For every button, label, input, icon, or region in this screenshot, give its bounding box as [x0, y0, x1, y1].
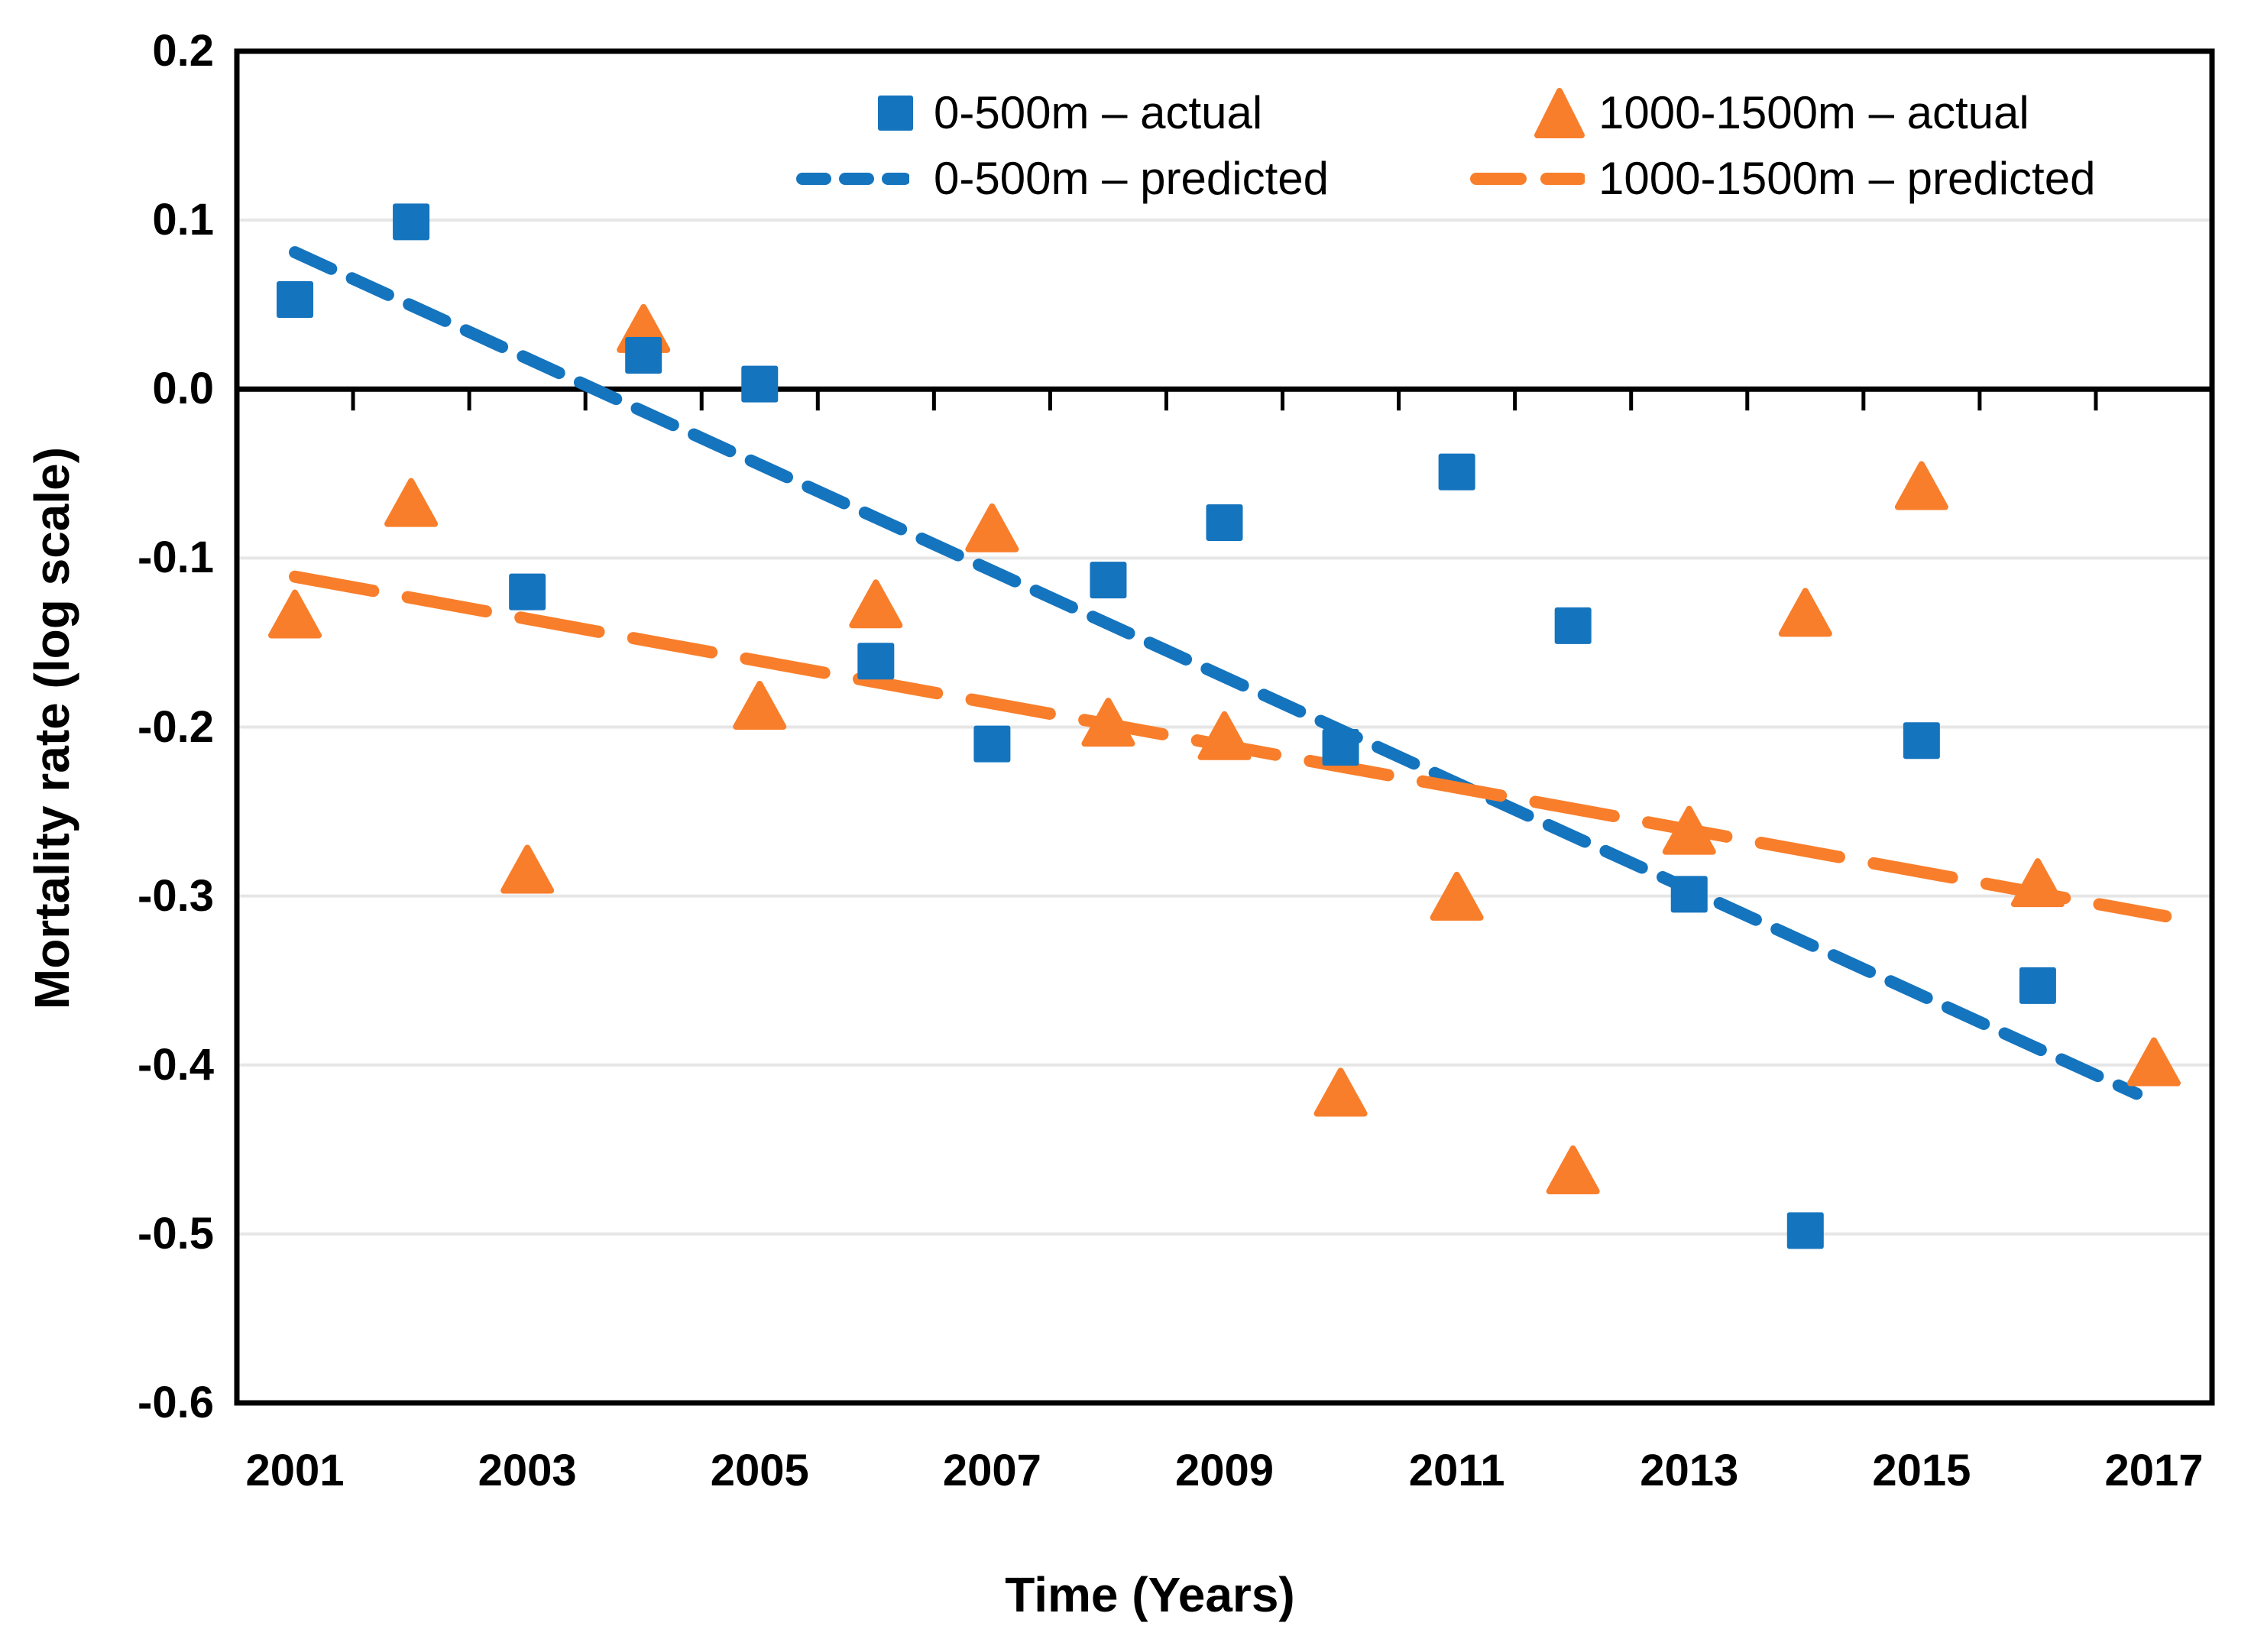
- plot-border: [234, 48, 2215, 1406]
- data-point-triangle: [965, 503, 1019, 552]
- x-tick-label: 2017: [2104, 1446, 2204, 1495]
- data-point-triangle: [849, 579, 903, 629]
- data-point-triangle: [1197, 711, 1252, 760]
- data-point-square: [1554, 607, 1592, 644]
- legend-label: 1000-1500m – actual: [1598, 87, 2029, 138]
- x-tick-label: 2005: [710, 1446, 809, 1495]
- x-tick-label: 2013: [1640, 1446, 1739, 1495]
- data-point-triangle: [1430, 871, 1484, 921]
- data-point-square: [973, 725, 1011, 763]
- data-point-triangle: [1313, 1067, 1368, 1117]
- data-point-square: [277, 281, 314, 319]
- y-tick-label: -0.6: [138, 1378, 214, 1427]
- data-point-square: [857, 643, 895, 680]
- square-marker-icon: [878, 96, 913, 131]
- y-tick-label: 0.1: [152, 195, 214, 245]
- data-point-triangle: [2126, 1037, 2181, 1087]
- data-point-triangle: [733, 680, 787, 730]
- data-point-triangle: [2010, 858, 2065, 908]
- data-point-square: [1090, 562, 1127, 599]
- data-point-square: [741, 365, 779, 403]
- data-point-square: [1438, 453, 1475, 491]
- data-point-square: [625, 337, 662, 374]
- data-point-triangle: [1778, 588, 1832, 637]
- long-dashed-line-icon: [1470, 173, 1585, 185]
- data-point-markers: [268, 203, 2181, 1249]
- legend-item-0-500m-actual: 0-500m – actual: [871, 84, 1262, 142]
- short-dashed-line-icon: [796, 173, 909, 185]
- x-tick-label: 2009: [1174, 1446, 1274, 1495]
- data-point-triangle: [1894, 461, 1948, 510]
- x-axis-title: Time (Years): [1005, 1567, 1295, 1622]
- y-tick-label: -0.5: [138, 1208, 214, 1258]
- x-tick-label: 2011: [1408, 1446, 1505, 1495]
- data-point-triangle: [384, 478, 439, 527]
- data-point-triangle: [500, 844, 555, 894]
- y-tick-label: -0.4: [138, 1039, 214, 1090]
- y-tick-label: -0.2: [138, 701, 214, 752]
- y-tick-label: 0.0: [152, 364, 214, 414]
- data-point-square: [1786, 1212, 1824, 1249]
- y-axis-title: Mortality rate (log scale): [24, 446, 79, 1010]
- data-point-triangle: [1081, 698, 1135, 747]
- legend-item-0-500m-predicted: 0-500m – predicted: [795, 150, 1329, 208]
- y-tick-label: 0.2: [152, 26, 214, 76]
- x-tick-label: 2001: [245, 1446, 345, 1495]
- triangle-marker-icon: [1534, 88, 1585, 138]
- plot-border-rect: [234, 48, 2215, 1406]
- legend-label: 1000-1500m – predicted: [1598, 153, 2096, 204]
- data-point-square: [1322, 729, 1359, 766]
- predicted-line: [289, 246, 2143, 1100]
- data-point-square: [1670, 876, 1708, 913]
- x-axis-zero-line: [237, 386, 2212, 411]
- legend-label: 0-500m – predicted: [934, 153, 1329, 204]
- data-point-square: [2019, 967, 2056, 1004]
- legend-item-1000-1500m-predicted: 1000-1500m – predicted: [1470, 150, 2095, 208]
- legend-item-1000-1500m-actual: 1000-1500m – actual: [1534, 84, 2029, 142]
- data-point-triangle: [1662, 805, 1716, 855]
- x-tick-label: 2007: [942, 1446, 1041, 1495]
- data-point-square: [1206, 504, 1243, 541]
- predicted-trend-lines: [289, 246, 2172, 1100]
- legend-label: 0-500m – actual: [934, 87, 1263, 138]
- y-tick-label: -0.3: [138, 870, 214, 921]
- x-tick-label: 2015: [1872, 1446, 1971, 1495]
- x-tick-label: 2003: [478, 1446, 577, 1495]
- data-point-square: [1903, 722, 1940, 760]
- data-point-square: [509, 573, 546, 611]
- data-point-triangle: [268, 589, 322, 639]
- y-tick-label: -0.1: [138, 533, 214, 583]
- data-point-triangle: [1546, 1145, 1600, 1195]
- data-point-square: [393, 203, 430, 241]
